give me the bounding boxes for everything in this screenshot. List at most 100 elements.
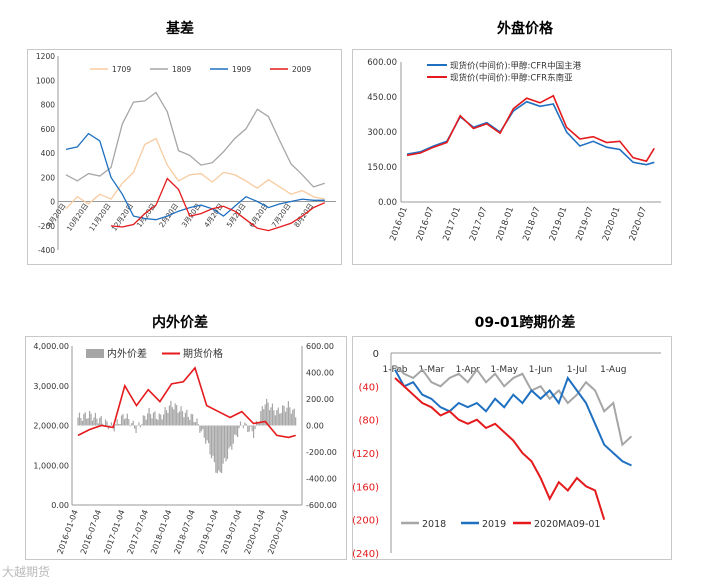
spread-bar <box>283 405 285 426</box>
spread-bar <box>261 406 263 426</box>
series-line-1909 <box>65 132 325 221</box>
y-tick-label: (40) <box>358 382 379 393</box>
series-line-2009 <box>110 177 326 232</box>
y-tick-label: 200 <box>41 173 56 182</box>
legend-label-2020MA09-01: 2020MA09-01 <box>534 519 600 530</box>
spread-bar <box>133 425 136 429</box>
series-line-1709 <box>65 137 325 210</box>
spread-bar <box>83 413 85 426</box>
basis-chart-panel: -400 -200 0 200 400 600 800 1000 1200 9月20日 10月20日… <box>27 49 342 265</box>
legend-label-futures: 期货价格 <box>183 347 223 360</box>
spread-bar <box>232 425 234 444</box>
spread-bar <box>225 425 227 462</box>
spread-chart-panel: 0.00 1,000.00 2,000.00 3,000.00 4,000.00 -600… <box>25 336 347 560</box>
spread-bar <box>234 425 236 435</box>
spread-bar <box>209 425 211 455</box>
spread-bar <box>157 419 159 426</box>
spread-bar <box>100 416 102 426</box>
x-tick-label: 2016-01-04 <box>56 509 80 556</box>
spread-bar <box>154 411 156 426</box>
x-tick-label: 2018-07 <box>521 206 543 243</box>
spread-bar <box>235 425 237 436</box>
spread-bar <box>260 411 262 426</box>
spread-bar <box>252 425 255 438</box>
spread-bar <box>290 413 292 426</box>
spread-bar <box>132 420 134 426</box>
x-tick-label: 2017-07-04 <box>126 509 150 556</box>
left-y-tick-label: 1,000.00 <box>33 461 69 470</box>
futures-price-line <box>77 366 296 439</box>
spread-bar <box>174 403 176 426</box>
spread-bar <box>149 414 152 426</box>
y-tick-label: (120) <box>353 449 379 460</box>
calendar-chart: 0(40)(80)(120)(160)(200)(240)1-Feb 1-Mar 1… <box>352 349 661 560</box>
x-tick-label: 2018-01 <box>495 206 517 243</box>
spread-bar <box>187 416 189 426</box>
spread-bar <box>241 425 243 426</box>
spread-bar <box>238 425 240 429</box>
spread-bar <box>142 415 144 426</box>
spread-bar <box>78 412 81 426</box>
spread-bar <box>96 418 98 426</box>
spread-bar <box>151 418 153 426</box>
spread-bar <box>202 425 204 430</box>
spread-bar <box>93 417 95 426</box>
y-tick-label: 450.00 <box>367 93 397 103</box>
spread-bar <box>97 423 99 426</box>
legend-label-1909: 1909 <box>232 65 251 74</box>
legend-label-1809: 1809 <box>172 65 191 74</box>
x-tick-label: 2019-07-04 <box>219 509 243 556</box>
y-tick-label: (240) <box>353 549 379 559</box>
x-tick-label: 1-Mar <box>418 365 444 375</box>
external-chart-panel: 0.00 150.00 300.00 450.00 600.00 2016-01 2016-… <box>352 49 672 265</box>
spread-bar <box>163 414 165 426</box>
spread-bar <box>176 404 178 426</box>
series-line-0 <box>406 100 655 166</box>
spread-bar <box>250 425 252 427</box>
spread-bar <box>158 413 160 426</box>
legend-label-spread: 内外价差 <box>107 347 147 360</box>
legend-label-2018: 2018 <box>422 519 446 530</box>
x-tick-label: 2019-07 <box>574 206 596 243</box>
y-tick-label: 0 <box>50 198 55 207</box>
y-tick-label: 1000 <box>36 76 55 85</box>
x-tick-label: 2017-01 <box>441 206 463 243</box>
spread-bar <box>84 412 86 426</box>
watermark-logo: 大越期货 <box>2 565 51 579</box>
spread-bar <box>284 411 287 426</box>
spread-bar <box>205 425 207 444</box>
y-tick-label: 400 <box>41 149 56 158</box>
spread-bar <box>200 425 202 432</box>
spread-bar <box>271 403 274 426</box>
spread-bar <box>171 407 173 426</box>
x-tick-label: 2016-07 <box>415 206 437 243</box>
spread-bar <box>244 422 246 426</box>
spread-bar <box>102 423 104 426</box>
spread-bar <box>178 411 181 426</box>
spread-bar <box>292 409 294 426</box>
spread-bar <box>152 412 155 426</box>
left-y-tick-label: 4,000.00 <box>33 342 69 351</box>
right-y-tick-label: -600.00 <box>306 501 337 510</box>
x-tick-label: 2019-01-04 <box>196 509 220 556</box>
spread-bar <box>139 425 141 428</box>
spread-bar <box>183 417 185 426</box>
spread-bar <box>197 424 200 426</box>
spread-bar <box>267 402 269 426</box>
spread-bar <box>184 412 186 426</box>
x-tick-label: 1-Apr <box>456 365 481 375</box>
spread-chart-title: 内外价差 <box>152 315 208 331</box>
series-line-1809 <box>65 91 325 188</box>
spread-bar <box>273 410 275 426</box>
spread-bar <box>193 422 195 426</box>
spread-bar <box>257 422 259 426</box>
spread-bar <box>231 425 233 450</box>
right-y-tick-label: 0.00 <box>306 422 324 431</box>
spread-bar <box>215 425 217 473</box>
spread-bar <box>122 413 124 426</box>
spread-bar <box>125 418 127 426</box>
spread-bar <box>181 411 184 426</box>
x-tick-label: 2020-07-04 <box>266 509 290 556</box>
x-tick-label: 1-Jun <box>529 365 553 375</box>
spread-bar <box>237 425 239 438</box>
